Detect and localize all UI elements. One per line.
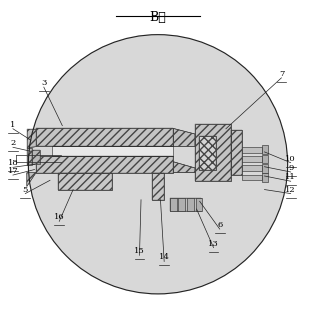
Bar	[170, 198, 177, 211]
Bar	[170, 198, 201, 211]
Bar	[231, 130, 242, 175]
Bar	[36, 156, 173, 173]
Text: 10: 10	[285, 155, 296, 163]
Bar	[242, 166, 262, 171]
Bar	[36, 128, 173, 146]
Text: 9: 9	[288, 164, 293, 172]
Polygon shape	[173, 128, 195, 146]
Bar	[242, 175, 262, 180]
Bar	[33, 150, 40, 164]
Bar	[27, 148, 33, 165]
Bar	[152, 173, 164, 200]
Text: B处: B处	[149, 11, 167, 24]
Text: 3: 3	[41, 79, 46, 87]
Bar	[195, 124, 231, 181]
Text: 17: 17	[8, 167, 18, 175]
Bar	[262, 145, 268, 154]
Text: 5: 5	[23, 186, 28, 193]
Bar	[178, 198, 185, 211]
Bar	[152, 173, 164, 200]
Circle shape	[28, 35, 288, 294]
Text: 15: 15	[134, 247, 145, 255]
Bar	[27, 148, 33, 165]
Bar	[262, 155, 268, 163]
Bar	[262, 164, 268, 173]
Text: 14: 14	[159, 254, 170, 261]
Text: 16: 16	[54, 213, 64, 221]
Polygon shape	[27, 173, 36, 187]
Bar	[199, 136, 216, 170]
Text: 13: 13	[208, 240, 219, 248]
Bar	[231, 130, 242, 175]
Bar	[33, 150, 40, 164]
Bar	[262, 173, 268, 182]
Text: 7: 7	[279, 70, 284, 78]
Text: 18: 18	[8, 159, 18, 167]
Polygon shape	[173, 162, 195, 173]
Bar	[58, 173, 112, 189]
Bar	[36, 156, 173, 173]
Bar	[170, 198, 201, 211]
Bar	[196, 198, 203, 211]
Text: 6: 6	[217, 221, 222, 229]
Text: 2: 2	[10, 139, 15, 147]
Text: 12: 12	[285, 186, 296, 193]
Polygon shape	[27, 129, 36, 148]
Bar	[199, 136, 216, 170]
Bar	[242, 156, 262, 162]
Bar	[242, 147, 262, 153]
Bar	[187, 198, 194, 211]
Text: 1: 1	[10, 121, 15, 129]
Bar	[58, 173, 112, 189]
Bar	[195, 124, 231, 181]
Bar	[36, 128, 173, 146]
Bar	[52, 146, 173, 156]
Text: 11: 11	[285, 173, 296, 181]
